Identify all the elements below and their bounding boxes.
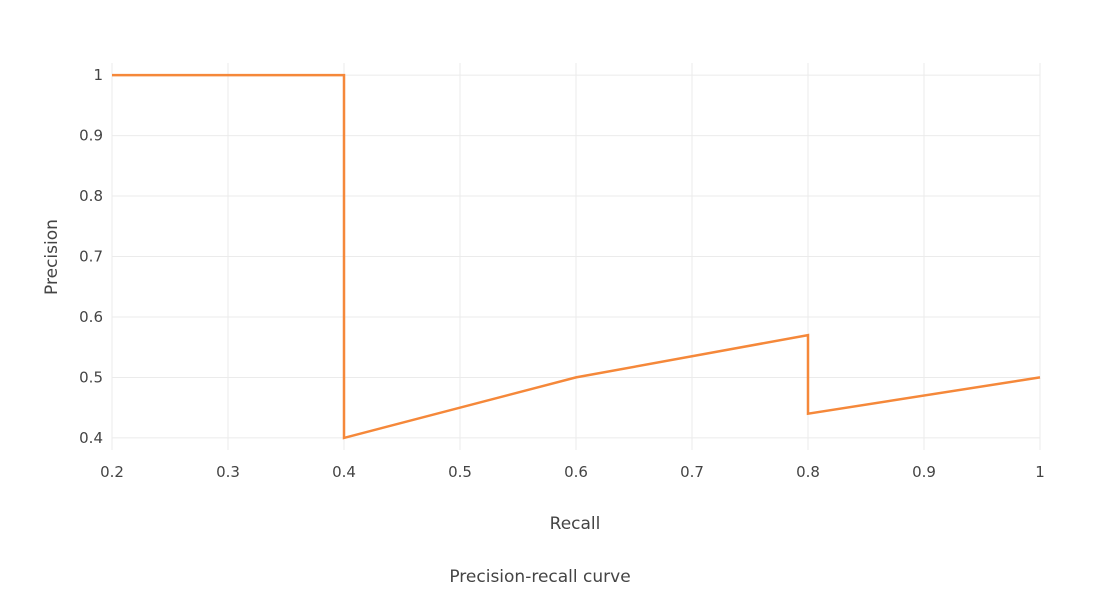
y-axis-title: Precision	[42, 219, 62, 295]
series-layer	[112, 73, 1041, 440]
x-tick-label: 0.6	[564, 463, 588, 481]
y-tick-label: 0.8	[79, 187, 103, 205]
x-tick-label: 0.4	[332, 463, 356, 481]
y-tick-label: 0.4	[79, 429, 103, 447]
x-tick-label: 0.3	[216, 463, 240, 481]
y-tick-label: 0.5	[79, 368, 103, 386]
x-tick-label: 0.8	[796, 463, 820, 481]
x-tick-label: 0.2	[100, 463, 124, 481]
y-tick-label: 0.7	[79, 248, 103, 266]
x-tick-label: 0.5	[448, 463, 472, 481]
y-tick-label: 0.6	[79, 308, 103, 326]
y-tick-label: 1	[93, 66, 103, 84]
x-tick-label: 0.7	[680, 463, 704, 481]
x-tick-label: 0.9	[912, 463, 936, 481]
y-tick-label: 0.9	[79, 127, 103, 145]
x-tick-label: 1	[1035, 463, 1045, 481]
x-axis-title: Recall	[550, 514, 601, 534]
y-tick-labels: 0.4 0.5 0.6 0.7 0.8 0.9 1	[79, 66, 103, 447]
series-line	[112, 73, 1041, 440]
chart-caption: Precision-recall curve	[449, 567, 630, 587]
x-tick-labels: 0.2 0.3 0.4 0.5 0.6 0.7 0.8 0.9 1	[100, 463, 1045, 481]
y-gridlines	[112, 74, 1040, 439]
